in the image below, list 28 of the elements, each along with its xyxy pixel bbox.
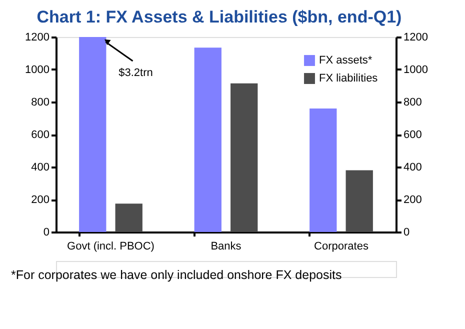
y2-tick-label: 200	[404, 194, 422, 206]
y2-tick-label: 600	[404, 129, 422, 141]
legend-label: FX liabilities	[319, 72, 378, 84]
annotation: $3.2trn	[118, 67, 153, 79]
bar	[346, 170, 373, 232]
y-tick-label: 400	[31, 162, 50, 174]
bar	[310, 108, 337, 232]
y-tick-label: 600	[31, 129, 50, 141]
bar	[115, 204, 142, 232]
legend-label: FX assets*	[319, 54, 373, 66]
x-tick-label: Corporates	[314, 240, 369, 252]
y-tick-label: 1200	[25, 32, 50, 44]
y-tick-label: 1000	[25, 64, 50, 76]
x-tick-label: Govt (incl. PBOC)	[67, 240, 154, 252]
y2-tick-label: 400	[404, 162, 422, 174]
bar	[79, 37, 106, 232]
bar	[230, 83, 258, 232]
chart-title: Chart 1: FX Assets & Liabilities ($bn, end-Q1)	[36, 8, 402, 26]
text: *For corporates we have only included onshore FX deposits	[11, 268, 342, 282]
x-tick-label: Banks	[210, 240, 242, 252]
y-tick-label: 800	[31, 96, 50, 108]
y-tick-label: 200	[31, 194, 50, 206]
bar	[194, 48, 222, 232]
y2-tick-label: 1200	[404, 32, 428, 44]
y2-tick-label: 0	[404, 226, 410, 238]
y-tick-label: 0	[43, 226, 50, 238]
y2-tick-label: 1000	[404, 64, 428, 76]
y2-tick-label: 800	[404, 96, 422, 108]
